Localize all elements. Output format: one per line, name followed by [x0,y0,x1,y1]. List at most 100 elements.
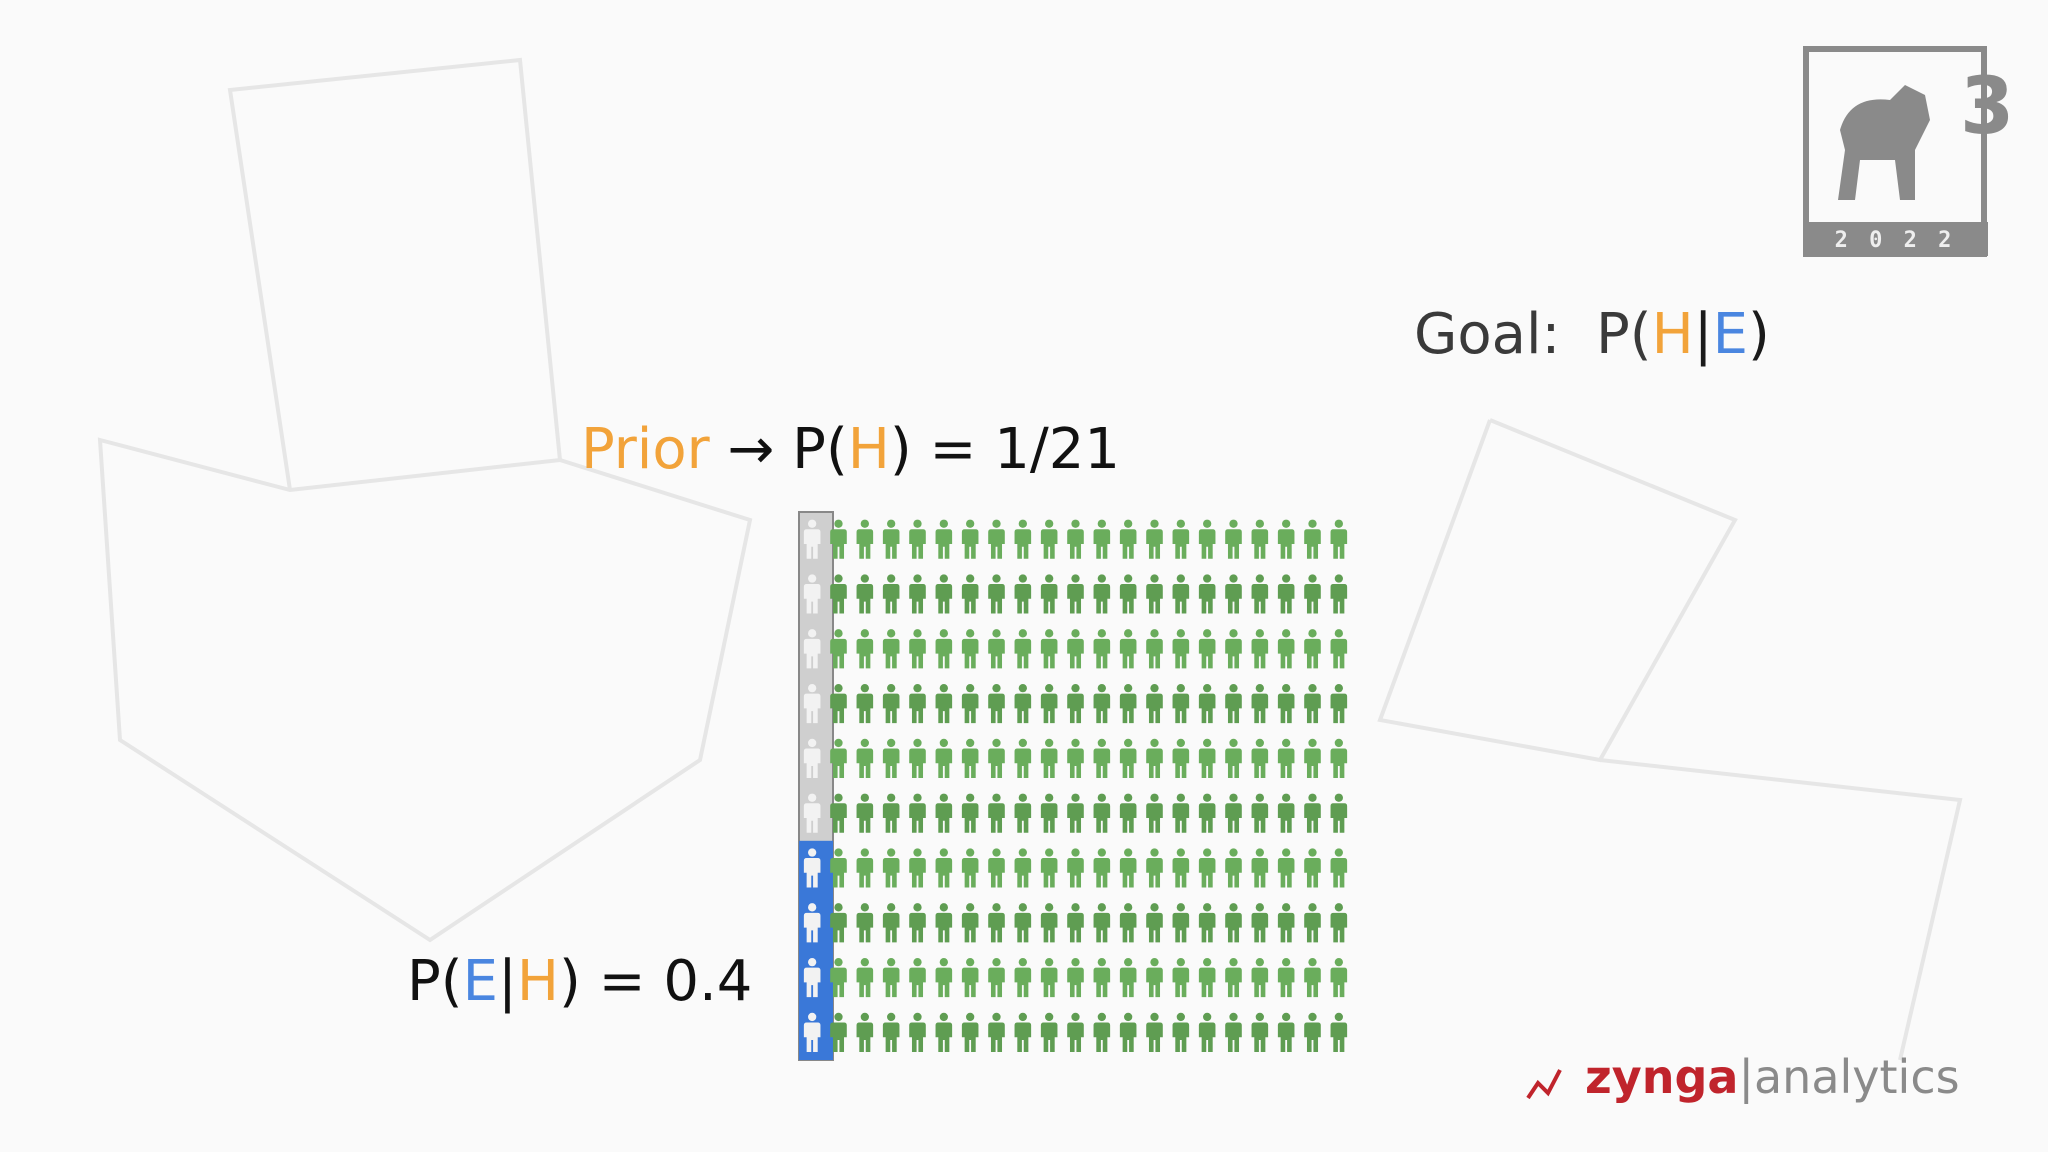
logo-year: 2 0 2 2 [1834,228,1956,253]
person-icon [1067,793,1084,833]
person-icon [1067,574,1084,614]
person-icon [961,629,979,669]
product: |analytics [1738,1050,1960,1104]
person-icon [882,519,900,559]
person-icon [1119,574,1137,614]
person-icon [1330,1012,1348,1052]
person-icon [1040,1012,1058,1052]
formula-part: E [1712,302,1748,367]
person-icon [1251,519,1269,559]
person-icon [1040,793,1058,833]
person-icon [1146,793,1163,833]
person-icon [856,793,874,833]
person-icon [961,1012,979,1052]
person-icon [1093,903,1111,943]
person-icon [1172,793,1190,833]
person-icon [1093,574,1111,614]
person-icon [909,848,926,888]
person-icon [909,957,926,998]
person-icon [935,848,953,888]
person-icon [1146,738,1163,778]
person-icon [1119,519,1137,559]
person-icon [1093,629,1111,669]
person-icon [1014,903,1032,943]
person-icon [882,793,900,833]
person-icon [1119,683,1137,724]
person-icon [1251,574,1269,614]
person-icon [1040,629,1058,669]
person-icon [935,738,953,778]
person-icon [1146,519,1163,559]
formula-part: Goal: P( [1414,302,1652,367]
person-icon [1198,957,1216,998]
person-icon [856,629,874,669]
person-icon [1119,738,1137,778]
person-icon [1225,793,1242,833]
person-icon [1172,1012,1190,1052]
person-icon [1093,683,1111,724]
person-icon [1304,957,1321,998]
person-icon [1172,957,1190,998]
person-icon [1225,629,1242,669]
person-icon [1198,629,1216,669]
person-icon [1146,629,1163,669]
person-icon [909,683,926,724]
person-icon [1198,903,1216,943]
person-icon [1172,738,1190,778]
person-icon [1225,738,1242,778]
person-icon [856,1012,874,1052]
logo [1803,46,1988,257]
person-icon [961,848,979,888]
person-icon [1146,848,1163,888]
person-icon [909,1012,926,1052]
person-icon [1330,629,1348,669]
person-icon [1040,683,1058,724]
formula-part: ) = 0.4 [559,949,753,1014]
person-icon [961,957,979,998]
person-icon [1014,957,1032,998]
person-icon [1172,683,1190,724]
person-icon [1277,903,1295,943]
person-icon [1225,683,1242,724]
person-icon [1304,903,1321,943]
person-icon [1304,848,1321,888]
person-icon [1251,903,1269,943]
person-icon [1014,848,1032,888]
person-icon [909,519,926,559]
person-icon [988,519,1005,559]
person-icon [882,957,900,998]
person-icon [1014,793,1032,833]
formula-part: H [847,417,890,482]
person-icon [1119,629,1137,669]
person-icon [1093,848,1111,888]
logo-digit: 3 [1960,62,2015,152]
person-icon [1277,793,1295,833]
person-icon [1119,957,1137,998]
person-icon [1014,683,1032,724]
person-icon [1067,1012,1084,1052]
person-icon [1040,957,1058,998]
person-icon [909,574,926,614]
person-icon [1304,793,1321,833]
person-icon [1277,574,1295,614]
formula-part: → P( [709,417,848,482]
person-icon [988,574,1005,614]
person-icon [1093,519,1111,559]
person-icon [1172,574,1190,614]
person-icon [1330,957,1348,998]
person-icon [1277,957,1295,998]
person-icon [1146,574,1163,614]
person-icon [856,574,874,614]
person-icon [882,683,900,724]
person-icon [1330,848,1348,888]
person-icon [1330,683,1348,724]
person-icon [909,903,926,943]
person-icon [1040,574,1058,614]
person-icon [1067,738,1084,778]
person-icon [1198,738,1216,778]
person-icon [1040,519,1058,559]
person-icon [1277,519,1295,559]
person-icon [988,903,1005,943]
footer-brand: zynga|analytics [1585,1050,1960,1104]
